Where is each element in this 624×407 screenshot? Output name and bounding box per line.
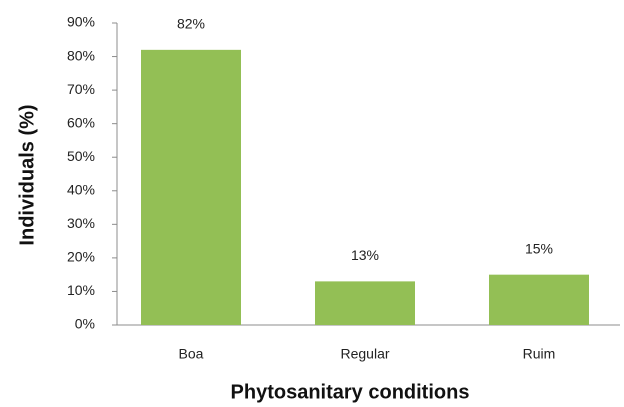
x-tick-label: Boa <box>179 346 204 362</box>
data-label: 15% <box>525 240 553 256</box>
y-axis-title: Individuals (%) <box>16 104 38 245</box>
bar <box>141 49 241 325</box>
y-tick-label: 90% <box>67 14 95 30</box>
data-label: 13% <box>351 247 379 263</box>
x-tick-label: Regular <box>340 346 389 362</box>
y-tick-label: 30% <box>67 215 95 231</box>
y-tick-label: 10% <box>67 282 95 298</box>
y-tick-label: 70% <box>67 81 95 97</box>
x-axis-title: Phytosanitary conditions <box>231 381 470 403</box>
y-tick-label: 0% <box>75 316 95 332</box>
y-tick-label: 80% <box>67 47 95 63</box>
bar <box>315 281 415 325</box>
bar <box>489 274 589 325</box>
data-label: 82% <box>177 16 205 32</box>
y-tick-label: 50% <box>67 148 95 164</box>
y-tick-label: 60% <box>67 114 95 130</box>
y-tick-label: 40% <box>67 181 95 197</box>
y-tick-label: 20% <box>67 249 95 265</box>
x-tick-label: Ruim <box>523 346 556 362</box>
